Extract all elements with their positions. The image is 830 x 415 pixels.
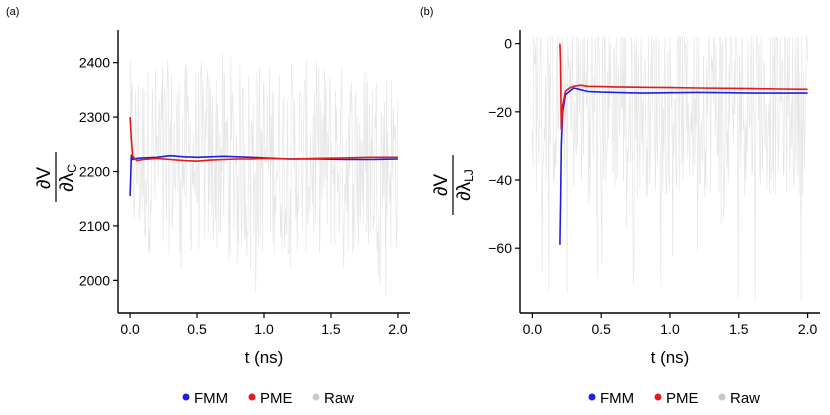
y-label-denominator-symbol-b: ∂λ	[454, 181, 475, 200]
legend-marker-raw-a	[312, 393, 320, 401]
legend-label-raw-b: Raw	[730, 390, 760, 407]
x-axis-label-a: t (ns)	[245, 348, 284, 367]
pme-series-line	[559, 43, 808, 130]
legend-marker-fmm-b	[588, 393, 596, 401]
y-label-subscript-a: C	[65, 164, 79, 173]
raw-series-line	[532, 36, 808, 303]
y-label-numerator-a: ∂V	[34, 167, 55, 189]
plot-area-a	[129, 53, 399, 296]
y-tick-label: −40	[488, 172, 512, 188]
x-tick-label: 1.0	[254, 321, 274, 337]
legend-a: FMM PME Raw	[182, 390, 354, 407]
x-tick-label: 0.5	[187, 321, 207, 337]
legend-marker-raw-b	[718, 393, 726, 401]
panel-b: (b) −60 −40 −20 0 0.0 0.5 1.0 1.5 2.0 ∂V ∂λLJ t …	[420, 6, 820, 407]
raw-series-line	[129, 53, 399, 296]
y-tick-label: −20	[488, 104, 512, 120]
y-tick-label: 2000	[79, 272, 110, 288]
plot-area-b	[532, 36, 808, 303]
y-label-denominator-b: ∂λLJ	[454, 169, 476, 201]
legend-label-fmm-b: FMM	[600, 390, 634, 407]
y-label-numerator-b: ∂V	[431, 174, 452, 196]
panel-label-b: (b)	[420, 6, 433, 18]
x-tick-label: 0.0	[120, 321, 140, 337]
legend-marker-pme-b	[654, 393, 662, 401]
legend-marker-fmm-a	[182, 393, 190, 401]
legend-label-fmm-a: FMM	[194, 390, 228, 407]
x-tick-label: 1.0	[660, 321, 680, 337]
legend-b: FMM PME Raw	[588, 390, 760, 407]
axes-b: −60 −40 −20 0 0.0 0.5 1.0 1.5 2.0	[488, 30, 820, 337]
y-tick-label: 0	[504, 36, 512, 52]
x-axis-label-b: t (ns)	[651, 348, 690, 367]
y-tick-label: 2400	[79, 55, 110, 71]
legend-label-raw-a: Raw	[324, 390, 354, 407]
x-tick-label: 1.5	[729, 321, 749, 337]
x-tick-label: 2.0	[388, 321, 408, 337]
legend-label-pme-a: PME	[260, 390, 293, 407]
y-axis-label-a: ∂V ∂λC	[34, 152, 79, 202]
x-tick-label: 0.5	[591, 321, 611, 337]
x-tick-label: 1.5	[321, 321, 341, 337]
axes-a: 2000 2100 2200 2300 2400 0.0 0.5 1.0 1.5 2.0	[79, 30, 410, 337]
x-tick-label: 0.0	[523, 321, 543, 337]
y-axis-label-b: ∂V ∂λLJ	[431, 155, 476, 215]
panel-label-a: (a)	[6, 6, 19, 18]
y-label-denominator-a: ∂λC	[57, 164, 79, 192]
pme-series-line	[129, 117, 398, 162]
legend-label-pme-b: PME	[666, 390, 699, 407]
y-label-subscript-b: LJ	[462, 169, 476, 182]
y-tick-label: 2100	[79, 218, 110, 234]
y-tick-label: 2300	[79, 109, 110, 125]
legend-marker-pme-a	[248, 393, 256, 401]
y-label-denominator-symbol-a: ∂λ	[57, 172, 78, 191]
y-tick-label: −60	[488, 240, 512, 256]
y-tick-label: 2200	[79, 164, 110, 180]
x-tick-label: 2.0	[798, 321, 818, 337]
